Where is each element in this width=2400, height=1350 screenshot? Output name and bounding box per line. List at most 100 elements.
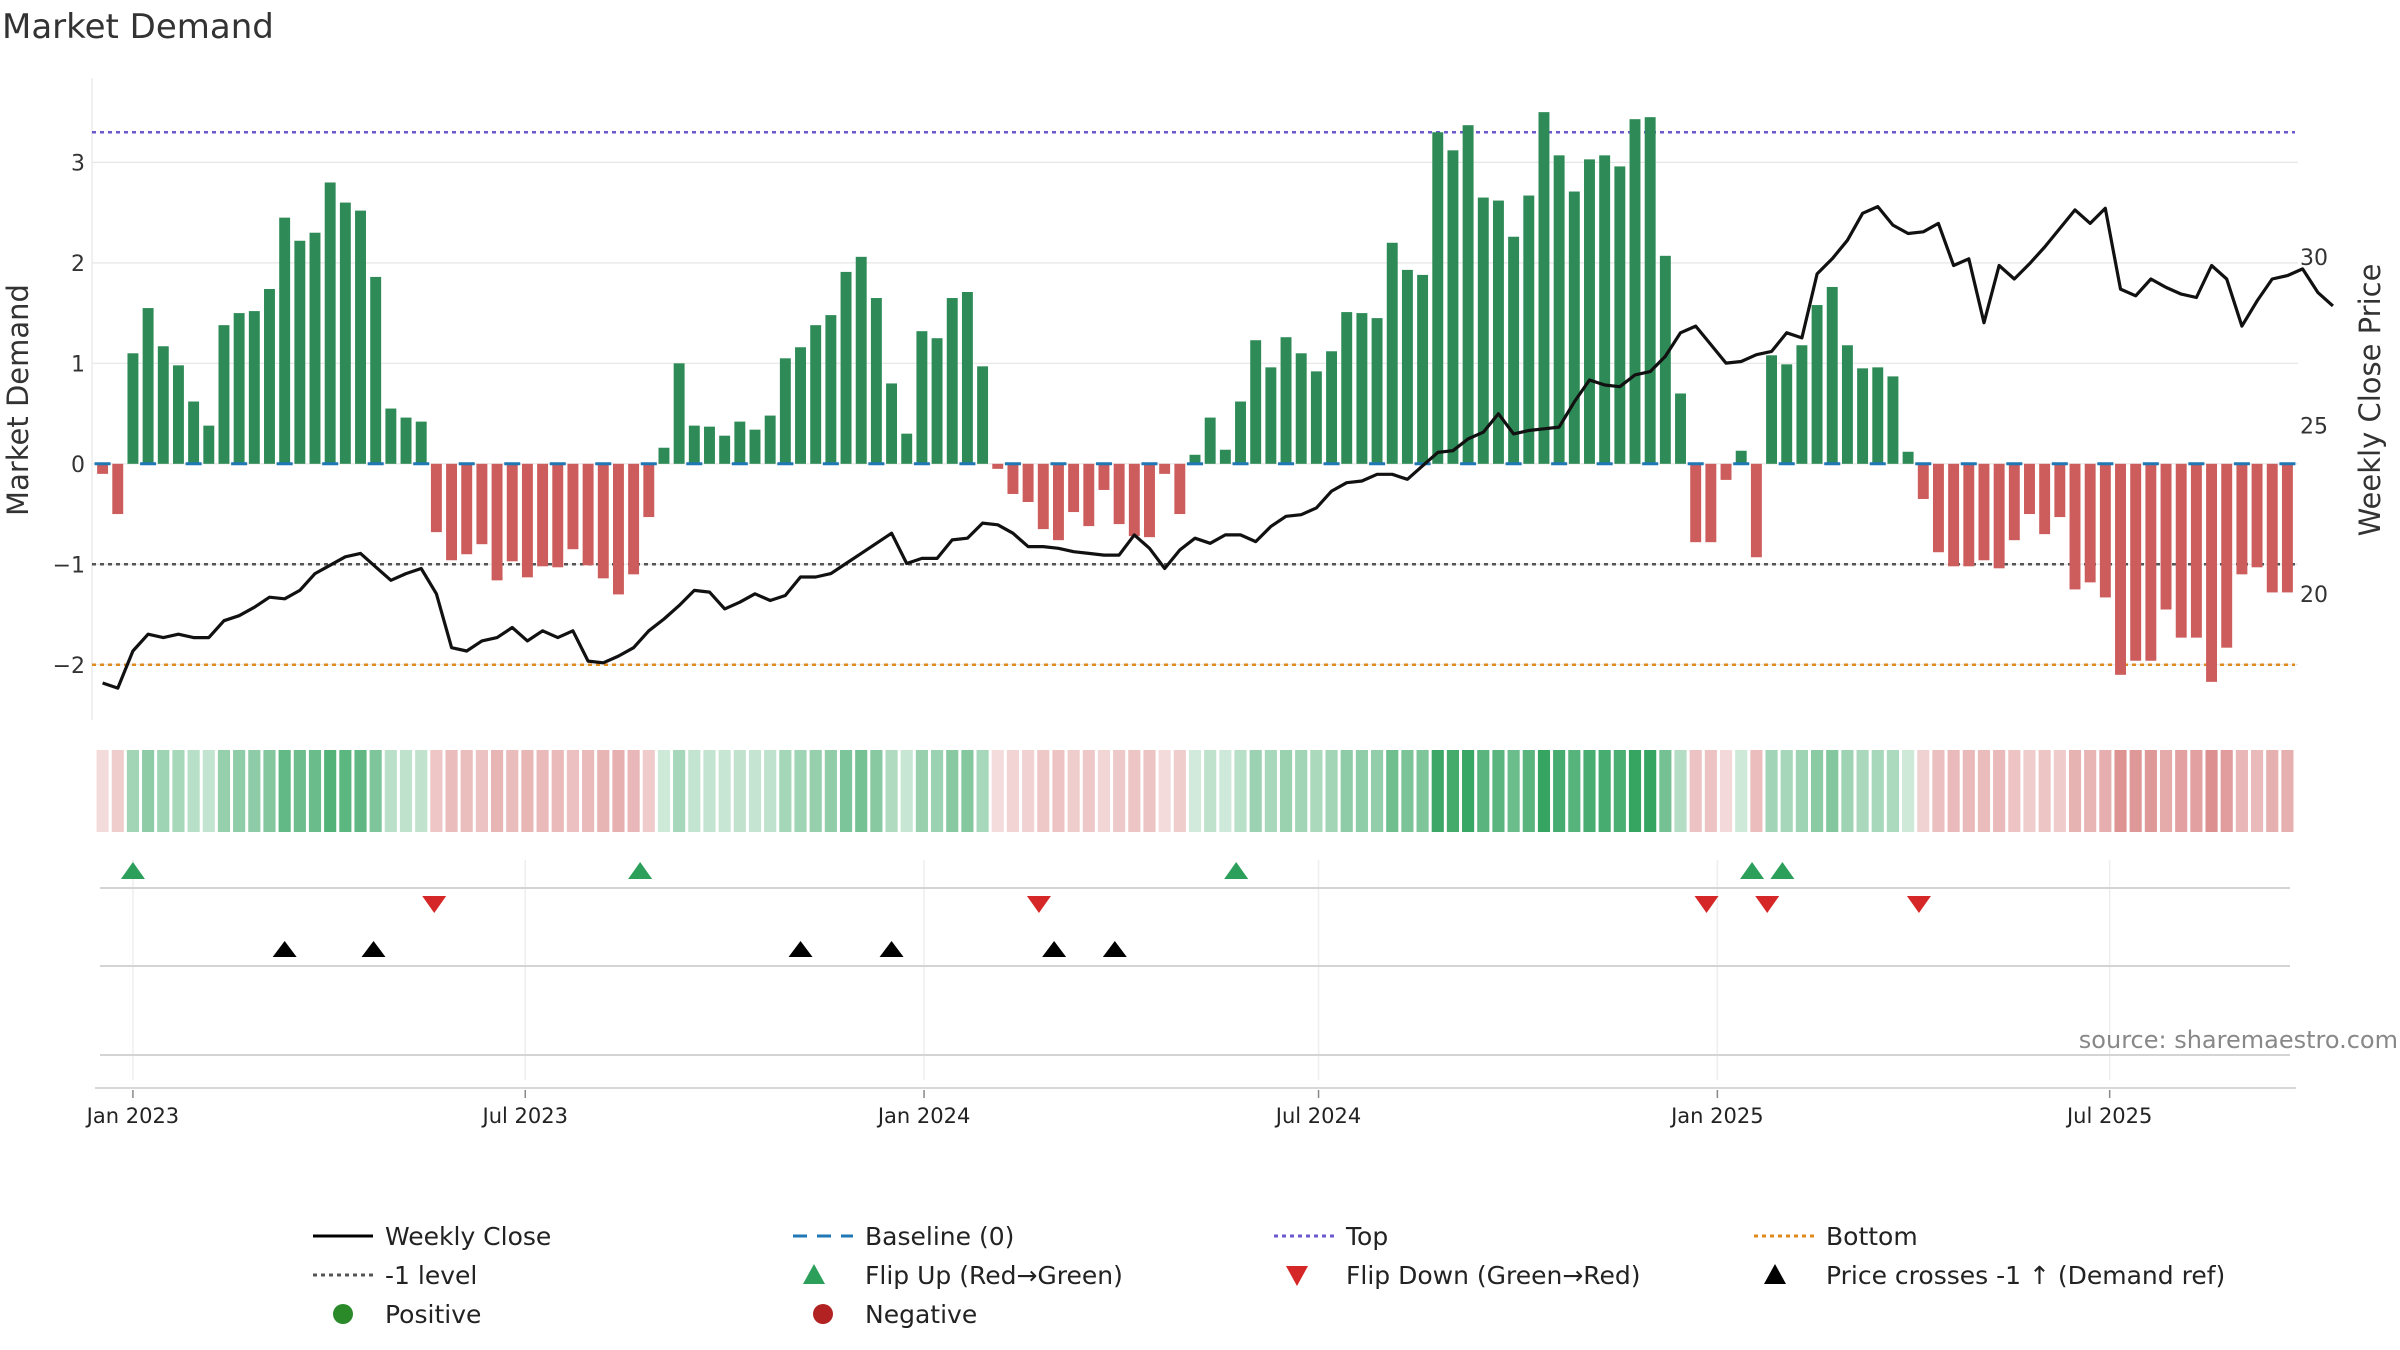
heat-cell (157, 750, 170, 832)
heat-cell (1279, 750, 1293, 832)
heat-cell (1082, 750, 1095, 832)
heat-cell (339, 750, 352, 832)
heat-cell (1780, 750, 1793, 832)
heat-cell (1067, 750, 1080, 832)
heat-cell (1219, 750, 1232, 832)
level-lines (92, 130, 2295, 667)
heat-cell (1765, 750, 1778, 832)
y2-tick-label: 30 (2300, 246, 2328, 271)
heat-cell (839, 750, 853, 832)
demand-bar (886, 383, 898, 464)
heat-cell (870, 750, 883, 832)
demand-bar (2084, 463, 2096, 583)
legend-item-weekly-close: Weekly Close (313, 1222, 551, 1251)
heat-cell (172, 750, 185, 832)
demand-bar (2115, 463, 2126, 675)
demand-bar (552, 463, 564, 568)
heat-cell (1613, 750, 1626, 832)
demand-bar (1735, 450, 1747, 464)
demand-bar (643, 463, 655, 518)
demand-bar (1948, 463, 1960, 567)
demand-bar (537, 463, 549, 567)
heat-cell (1477, 750, 1490, 832)
demand-bar (1068, 463, 1080, 513)
demand-bar (2236, 463, 2248, 575)
demand-bar (1022, 463, 1034, 502)
heat-cell (1006, 750, 1019, 832)
legend-label: Negative (865, 1300, 977, 1329)
demand-bar (1189, 454, 1201, 464)
demand-bar (658, 447, 670, 464)
heat-cell (1371, 750, 1384, 832)
flip-up-marker (1740, 862, 1765, 879)
demand-heatstrip (96, 750, 2294, 832)
heat-cell (1537, 750, 1551, 832)
demand-bar (1675, 393, 1686, 464)
demand-bar (1432, 132, 1444, 464)
heat-cell (278, 750, 291, 832)
heat-cell (1689, 750, 1702, 832)
grid-lines (91, 78, 2298, 720)
heat-cell (1340, 750, 1353, 832)
heat-cell (1264, 750, 1277, 832)
heat-cell (688, 750, 701, 832)
heat-cell (1052, 750, 1065, 832)
demand-bar (1978, 463, 1990, 561)
heat-cell (764, 750, 777, 832)
heat-cell (1719, 750, 1733, 832)
demand-bar (1629, 119, 1641, 464)
heat-cell (1431, 750, 1444, 832)
heat-cell (1188, 750, 1202, 832)
demand-bar (795, 347, 806, 464)
y2-axis-ticks: 30 25 20 (2300, 246, 2328, 608)
heat-cell (779, 750, 792, 832)
demand-bar (521, 463, 533, 578)
heat-cell (521, 750, 534, 832)
flip-down-marker (1026, 896, 1051, 913)
demand-bar (1568, 191, 1580, 464)
heat-cell (1977, 750, 1991, 832)
heat-cell (1507, 750, 1520, 832)
demand-bar (461, 463, 473, 555)
heat-cell (748, 750, 762, 832)
demand-bar (931, 338, 943, 464)
heat-cell (2099, 750, 2112, 832)
legend: Weekly Close Baseline (0) Top Bottom -1 … (313, 1222, 2225, 1329)
flip-up-marker (1770, 862, 1795, 879)
y-tick-label: 0 (71, 453, 85, 478)
y-tick-label: −2 (53, 654, 85, 679)
demand-bar (2039, 463, 2051, 535)
demand-bar (1401, 269, 1413, 464)
heat-cell (2008, 750, 2021, 832)
demand-bar (704, 426, 715, 464)
demand-bar (1371, 318, 1383, 464)
heat-cell (703, 750, 716, 832)
legend-item-minus-one-level: -1 level (313, 1261, 477, 1290)
y2-tick-label: 25 (2300, 414, 2328, 439)
heat-cell (430, 750, 443, 832)
y-tick-label: −1 (53, 553, 85, 578)
demand-bar (2281, 463, 2293, 593)
demand-bar (127, 353, 139, 464)
demand-bar (1235, 401, 1246, 464)
flip-down-marker (1755, 896, 1780, 913)
demand-bar (734, 421, 746, 464)
heat-cell (1795, 750, 1808, 832)
demand-bars (97, 112, 2293, 682)
demand-bar (385, 408, 397, 464)
heat-cell (384, 750, 397, 832)
legend-item-negative: Negative (813, 1300, 977, 1329)
heat-cell (415, 750, 428, 832)
demand-bar (1887, 376, 1899, 464)
heat-cell (1037, 750, 1050, 832)
x-tick-label: Jan 2025 (1669, 1104, 1764, 1128)
heat-cell (1993, 750, 2006, 832)
demand-bar (992, 463, 1004, 469)
demand-bar (1811, 305, 1823, 464)
demand-bar (825, 315, 837, 464)
demand-bar (415, 421, 427, 464)
demand-bar (810, 325, 822, 464)
heat-cell (445, 750, 458, 832)
heat-cell (126, 750, 139, 832)
heat-cell (809, 750, 822, 832)
